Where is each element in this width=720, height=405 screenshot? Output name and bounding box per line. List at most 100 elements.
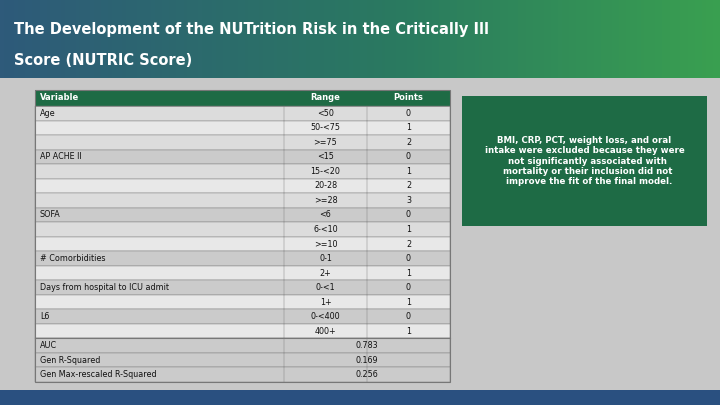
Polygon shape	[472, 0, 475, 78]
Polygon shape	[169, 0, 173, 78]
Polygon shape	[462, 96, 707, 226]
Polygon shape	[511, 0, 515, 78]
Polygon shape	[659, 0, 662, 78]
Polygon shape	[389, 0, 392, 78]
Polygon shape	[227, 0, 230, 78]
Polygon shape	[205, 0, 209, 78]
Polygon shape	[238, 0, 241, 78]
Polygon shape	[119, 0, 122, 78]
Polygon shape	[241, 0, 245, 78]
Polygon shape	[544, 0, 547, 78]
Polygon shape	[623, 0, 626, 78]
Polygon shape	[194, 0, 198, 78]
Polygon shape	[86, 0, 90, 78]
Polygon shape	[35, 280, 450, 295]
Polygon shape	[396, 0, 400, 78]
Polygon shape	[35, 164, 450, 179]
Polygon shape	[572, 0, 576, 78]
Polygon shape	[320, 0, 324, 78]
Polygon shape	[648, 0, 652, 78]
Polygon shape	[374, 0, 378, 78]
Polygon shape	[35, 295, 450, 309]
Polygon shape	[292, 0, 295, 78]
Polygon shape	[432, 0, 436, 78]
Polygon shape	[562, 0, 565, 78]
Text: 2+: 2+	[320, 269, 331, 277]
Text: 2: 2	[406, 138, 411, 147]
Polygon shape	[58, 0, 61, 78]
Polygon shape	[504, 0, 508, 78]
Polygon shape	[418, 0, 421, 78]
Polygon shape	[248, 0, 252, 78]
Polygon shape	[209, 0, 212, 78]
Polygon shape	[695, 0, 698, 78]
Polygon shape	[328, 0, 331, 78]
Polygon shape	[50, 0, 54, 78]
Polygon shape	[490, 0, 493, 78]
Text: Range: Range	[310, 94, 341, 102]
Polygon shape	[140, 0, 144, 78]
Polygon shape	[22, 0, 25, 78]
Text: 0: 0	[406, 109, 411, 118]
Text: AUC: AUC	[40, 341, 57, 350]
Polygon shape	[65, 0, 68, 78]
Polygon shape	[454, 0, 457, 78]
Polygon shape	[112, 0, 115, 78]
Polygon shape	[533, 0, 536, 78]
Polygon shape	[666, 0, 670, 78]
Polygon shape	[637, 0, 641, 78]
Polygon shape	[97, 0, 101, 78]
Polygon shape	[407, 0, 410, 78]
Polygon shape	[245, 0, 248, 78]
Polygon shape	[83, 0, 86, 78]
Polygon shape	[580, 0, 583, 78]
Polygon shape	[673, 0, 677, 78]
Polygon shape	[583, 0, 587, 78]
Polygon shape	[576, 0, 580, 78]
Polygon shape	[598, 0, 601, 78]
Polygon shape	[35, 251, 450, 266]
Polygon shape	[594, 0, 598, 78]
Polygon shape	[35, 339, 450, 353]
Polygon shape	[644, 0, 648, 78]
Polygon shape	[137, 0, 140, 78]
Polygon shape	[385, 0, 389, 78]
Polygon shape	[43, 0, 47, 78]
Polygon shape	[101, 0, 104, 78]
Polygon shape	[612, 0, 616, 78]
Polygon shape	[601, 0, 605, 78]
Polygon shape	[220, 0, 223, 78]
Polygon shape	[468, 0, 472, 78]
Polygon shape	[551, 0, 554, 78]
Polygon shape	[90, 0, 94, 78]
Text: 1: 1	[406, 167, 411, 176]
Polygon shape	[392, 0, 396, 78]
Polygon shape	[180, 0, 184, 78]
Polygon shape	[342, 0, 346, 78]
Polygon shape	[518, 0, 522, 78]
Polygon shape	[540, 0, 544, 78]
Polygon shape	[677, 0, 680, 78]
Text: # Comorbidities: # Comorbidities	[40, 254, 106, 263]
Polygon shape	[295, 0, 299, 78]
Text: Gen R-Squared: Gen R-Squared	[40, 356, 100, 365]
Polygon shape	[68, 0, 72, 78]
Polygon shape	[439, 0, 443, 78]
Polygon shape	[688, 0, 691, 78]
Polygon shape	[133, 0, 137, 78]
Polygon shape	[202, 0, 205, 78]
Polygon shape	[277, 0, 281, 78]
Text: 1+: 1+	[320, 298, 331, 307]
Polygon shape	[212, 0, 216, 78]
Polygon shape	[176, 0, 180, 78]
Polygon shape	[684, 0, 688, 78]
Text: 0: 0	[406, 152, 411, 161]
Polygon shape	[313, 0, 317, 78]
Polygon shape	[54, 0, 58, 78]
Polygon shape	[662, 0, 666, 78]
Polygon shape	[500, 0, 504, 78]
Polygon shape	[14, 0, 18, 78]
Text: 0.783: 0.783	[356, 341, 378, 350]
Text: 3: 3	[406, 196, 411, 205]
Text: <50: <50	[317, 109, 334, 118]
